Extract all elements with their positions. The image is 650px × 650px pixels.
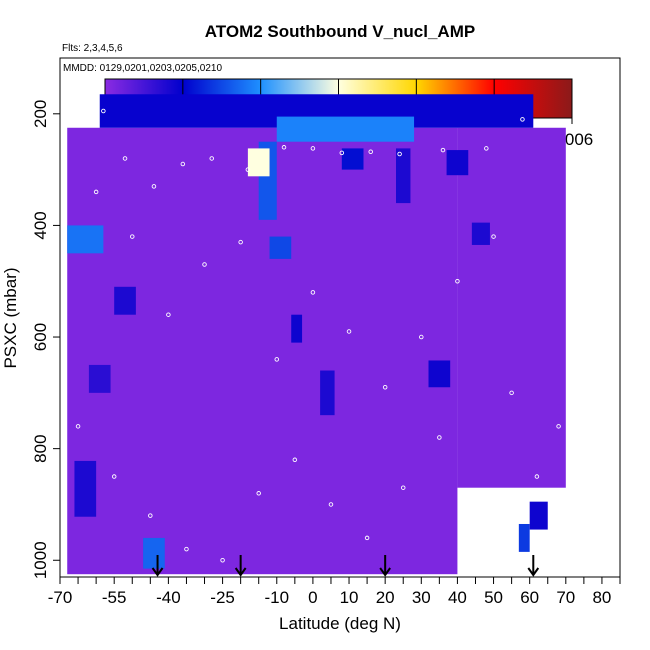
flight-path-point (220, 558, 225, 563)
flight-path-point (509, 390, 514, 396)
x-tick-label: 40 (448, 588, 467, 607)
heatmap-layer (67, 94, 566, 575)
heatmap-cell (471, 222, 490, 245)
y-tick-label: 1000 (31, 541, 50, 579)
x-tick-label: -10 (264, 588, 289, 607)
heatmap-cell (247, 148, 270, 177)
flights-subtitle: Flts: 2,3,4,5,6 (62, 43, 123, 54)
heatmap-cell (396, 148, 411, 204)
flight-path-point (245, 167, 251, 172)
heatmap-cell (269, 236, 292, 259)
heatmap-cell (320, 370, 335, 416)
flight-path-point (166, 312, 171, 317)
latitude-arrow (527, 555, 540, 577)
flight-path-point (101, 108, 106, 114)
flight-path-point (209, 156, 214, 161)
x-tick-label: -40 (156, 588, 181, 607)
flight-path-point (328, 502, 334, 507)
flight-path-point (310, 146, 316, 151)
x-tick-label: 0 (308, 588, 317, 607)
flight-path-point (93, 189, 99, 195)
x-tick-label: -70 (48, 588, 73, 607)
heatmap-cell (457, 127, 566, 488)
dates-subtitle: MMDD: 0129,0201,0203,0205,0210 (63, 63, 222, 74)
flight-path-point (202, 262, 207, 267)
flight-path-point (339, 150, 345, 156)
flight-path-points (75, 108, 561, 563)
heatmap-cell (291, 314, 303, 343)
flight-path-point (148, 513, 153, 518)
flight-path-point (397, 151, 402, 157)
flight-path-point (346, 329, 352, 334)
flight-path-point (151, 184, 157, 189)
flight-path-point (75, 424, 81, 429)
y-axis-label: PSXC (mbar) (1, 267, 20, 368)
x-tick-label: 80 (592, 588, 611, 607)
heatmap-cell (529, 501, 548, 530)
flight-path-point (368, 149, 373, 155)
x-tick-label: 30 (412, 588, 431, 607)
flight-path-point (400, 485, 406, 490)
flight-path-point (382, 385, 388, 390)
flight-path-point (419, 334, 424, 340)
flight-path-point (491, 234, 496, 239)
heatmap-cell (88, 364, 111, 393)
flight-path-point (130, 234, 135, 239)
flight-path-point (556, 424, 561, 429)
latitude-arrow (379, 555, 391, 577)
y-tick-label: 600 (31, 323, 50, 351)
heatmap-cell (446, 150, 469, 176)
flight-path-point (440, 147, 446, 153)
flight-path-point (122, 156, 128, 161)
x-tick-label: 50 (484, 588, 503, 607)
flight-path-point (520, 117, 525, 122)
flight-path-point (111, 474, 117, 479)
x-tick-label: 60 (520, 588, 539, 607)
flight-path-point (281, 145, 287, 150)
x-axis: -70 -55 -40 -25 -10 0 10 20 30 40 50 60 70 80 (48, 576, 621, 607)
flight-path-point (437, 435, 442, 440)
x-tick-label: 70 (556, 588, 575, 607)
x-tick-label: 20 (376, 588, 395, 607)
latitude-arrow (234, 555, 247, 577)
flight-path-point (498, 552, 504, 557)
x-tick-label: -25 (210, 588, 235, 607)
flight-path-point (364, 535, 370, 541)
heatmap-cell (428, 360, 451, 388)
x-tick-label: 10 (340, 588, 359, 607)
flight-path-point (238, 239, 243, 245)
x-tick-label: -55 (102, 588, 127, 607)
flight-path-point (256, 491, 261, 496)
flight-path-point (310, 290, 316, 295)
latitude-arrow (151, 555, 164, 577)
heatmap-cell (276, 116, 415, 142)
flight-path-point (484, 146, 489, 151)
heatmap-cell (341, 148, 364, 170)
y-axis: 200 400 600 800 1000 (31, 100, 61, 579)
y-tick-label: 200 (31, 100, 50, 128)
heatmap-cell (67, 225, 104, 254)
arrows-layer (151, 555, 540, 577)
flight-path-point (455, 278, 460, 284)
flight-path-point (184, 546, 189, 552)
flight-path-point (292, 457, 298, 463)
heatmap-cell (114, 286, 136, 315)
flight-path-point (473, 530, 478, 535)
chart-title: ATOM2 Southbound V_nucl_AMP (205, 22, 475, 41)
x-axis-label: Latitude (deg N) (279, 614, 401, 633)
flight-path-point (274, 357, 280, 362)
heatmap-cell (143, 537, 165, 569)
y-tick-label: 800 (31, 434, 50, 462)
flight-path-point (534, 474, 540, 479)
y-tick-label: 400 (31, 211, 50, 239)
heatmap-cell (518, 523, 530, 552)
heatmap-cell (74, 460, 97, 517)
flight-path-point (180, 161, 186, 167)
